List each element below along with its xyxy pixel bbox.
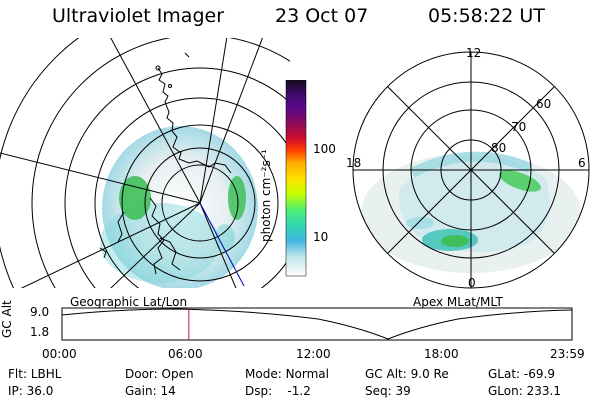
- info-ip: IP: 36.0: [8, 384, 54, 398]
- mlat-label-60: 60: [536, 97, 552, 111]
- apex-caption: Apex MLat/MLT: [413, 295, 503, 309]
- info-mode: Mode: Normal: [245, 367, 329, 381]
- intensity-colorbar: [285, 80, 307, 277]
- info-gc-alt: GC Alt: 9.0 Re: [365, 367, 449, 381]
- info-glat: GLat: -69.9: [488, 367, 555, 381]
- colorbar-unit-label: photon cm⁻²s⁻¹: [259, 149, 273, 242]
- mlt-label-12: 12: [466, 46, 482, 60]
- mlt-label-6: 6: [578, 156, 586, 170]
- info-glon: GLon: 233.1: [488, 384, 561, 398]
- time-tick-0000: 00:00: [42, 347, 77, 361]
- colorbar-tick-10: 10: [313, 230, 329, 244]
- apex-auroral-image: [352, 51, 590, 289]
- mlat-label-80: 80: [491, 141, 507, 155]
- info-door: Door: Open: [125, 367, 194, 381]
- time-tick-1200: 12:00: [296, 347, 331, 361]
- observation-date: 23 Oct 07: [275, 5, 369, 27]
- time-tick-0600: 06:00: [168, 347, 203, 361]
- mlt-label-18: 18: [346, 156, 362, 170]
- info-seq: Seq: 39: [365, 384, 411, 398]
- time-tick-1800: 18:00: [424, 347, 459, 361]
- altitude-axis-label: GC Alt: [0, 300, 14, 338]
- geo-caption: Geographic Lat/Lon: [70, 295, 188, 309]
- colorbar-tick-100: 100: [313, 142, 336, 156]
- mlat-label-70: 70: [511, 120, 527, 134]
- mlt-label-0: 0: [468, 276, 476, 290]
- info-flt: Flt: LBHL: [8, 367, 62, 381]
- info-dsp: Dsp: -1.2: [245, 384, 311, 398]
- altitude-timeline-plot: [61, 307, 573, 341]
- altitude-tick-1-8: 1.8: [30, 325, 50, 339]
- geographic-auroral-image: [0, 38, 290, 288]
- observation-time: 05:58:22 UT: [428, 5, 545, 27]
- instrument-title: Ultraviolet Imager: [52, 5, 225, 27]
- time-tick-2359: 23:59: [550, 347, 585, 361]
- info-gain: Gain: 14: [125, 384, 176, 398]
- altitude-tick-9: 9.0: [30, 305, 50, 319]
